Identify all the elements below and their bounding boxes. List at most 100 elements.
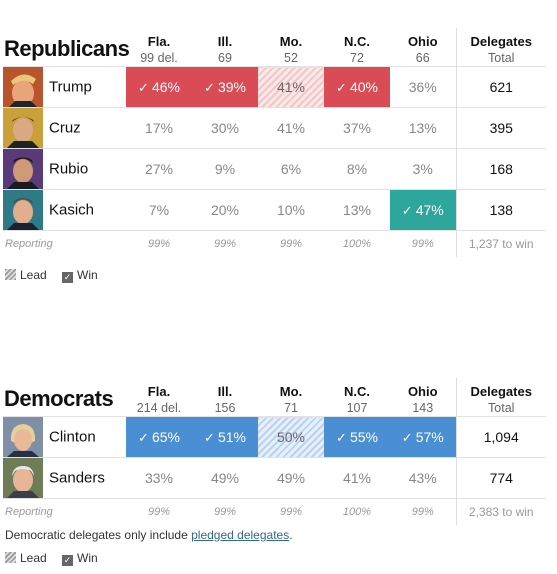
state-header-fla: Fla. 99 del. bbox=[140, 34, 178, 65]
candidate-name: Rubio bbox=[49, 160, 89, 178]
result-cell: ✓ 55% bbox=[324, 416, 390, 458]
result-cell: 13% bbox=[390, 107, 456, 149]
reporting-value: 99% bbox=[390, 230, 456, 257]
state-header-ohio: Ohio 143 bbox=[407, 384, 438, 415]
legend-win: ✓ Win bbox=[62, 551, 98, 566]
result-cell: 9% bbox=[192, 148, 258, 190]
candidate-row-trump: Trump ✓ 46% ✓ 39% 41% ✓ 40% 36% 621 bbox=[3, 66, 546, 108]
candidate-name: Kasich bbox=[49, 201, 95, 219]
party-title: Democrats bbox=[4, 386, 114, 411]
reporting-label: Reporting bbox=[3, 230, 126, 257]
delegates-header: Delegates Total bbox=[455, 28, 546, 67]
result-cell: ✓ 57% bbox=[390, 416, 456, 458]
delegate-total: 621 bbox=[455, 66, 546, 108]
result-cell: ✓ 51% bbox=[192, 416, 258, 458]
pledged-delegates-link[interactable]: pledged delegates bbox=[191, 528, 290, 542]
candidate-name: Clinton bbox=[49, 428, 96, 446]
reporting-value: 100% bbox=[324, 498, 390, 525]
reporting-row: Reporting 99% 99% 99% 100% 99% 2,383 to … bbox=[3, 498, 546, 525]
result-cell: 20% bbox=[192, 189, 258, 231]
reporting-value: 99% bbox=[192, 230, 258, 257]
result-cell: 43% bbox=[390, 457, 456, 499]
delegate-total: 395 bbox=[455, 107, 546, 149]
state-header-ill: Ill. 156 bbox=[214, 384, 236, 415]
reporting-value: 99% bbox=[192, 498, 258, 525]
legend-republicans: Lead ✓ Win bbox=[5, 268, 110, 283]
checkmark-icon: ✓ bbox=[138, 79, 149, 95]
result-cell: 30% bbox=[192, 107, 258, 149]
candidate-photo-trump bbox=[3, 67, 43, 107]
result-cell: ✓ 46% bbox=[126, 66, 192, 108]
result-cell: 6% bbox=[258, 148, 324, 190]
democrat-results: Democrats Fla. 214 del. Ill. 156 Mo. 71 N.C… bbox=[0, 378, 557, 542]
delegates-note: Democratic delegates only include pledge… bbox=[5, 528, 293, 542]
checkmark-icon: ✓ bbox=[204, 429, 215, 445]
state-header-nc: N.C. 107 bbox=[344, 384, 370, 415]
reporting-value: 99% bbox=[258, 230, 324, 257]
reporting-value: 99% bbox=[258, 498, 324, 525]
candidate-row-cruz: Cruz 17% 30% 41% 37% 13% 395 bbox=[3, 107, 546, 149]
delegates-header: Delegates Total bbox=[455, 378, 546, 417]
result-cell: 33% bbox=[126, 457, 192, 499]
result-cell: 49% bbox=[258, 457, 324, 499]
state-header-mo: Mo. 52 bbox=[279, 34, 303, 65]
hatch-swatch-icon bbox=[5, 269, 16, 280]
reporting-label: Reporting bbox=[3, 498, 126, 525]
checkmark-icon: ✓ bbox=[138, 429, 149, 445]
hatch-swatch-icon bbox=[5, 552, 16, 563]
checkmark-icon: ✓ bbox=[336, 429, 347, 445]
candidate-photo-sanders bbox=[3, 458, 43, 498]
state-header-ill: Ill. 69 bbox=[217, 34, 233, 65]
checkmark-icon: ✓ bbox=[401, 429, 413, 445]
result-cell: 36% bbox=[390, 66, 456, 108]
state-header-mo: Mo. 71 bbox=[279, 384, 303, 415]
result-cell: 27% bbox=[126, 148, 192, 190]
delegates-to-win: 1,237 to win bbox=[455, 230, 546, 257]
reporting-value: 100% bbox=[324, 230, 390, 257]
result-cell: ✓ 39% bbox=[192, 66, 258, 108]
reporting-value: 99% bbox=[126, 498, 192, 525]
candidate-photo-rubio bbox=[3, 149, 43, 189]
result-cell: 7% bbox=[126, 189, 192, 231]
checkmark-icon: ✓ bbox=[336, 79, 347, 95]
reporting-row: Reporting 99% 99% 99% 100% 99% 1,237 to … bbox=[3, 230, 546, 257]
result-cell: 41% bbox=[324, 457, 390, 499]
result-cell: ✓ 40% bbox=[324, 66, 390, 108]
legend-lead: Lead bbox=[5, 551, 47, 565]
delegate-total: 774 bbox=[455, 457, 546, 499]
delegates-to-win: 2,383 to win bbox=[455, 498, 546, 525]
candidate-name: Trump bbox=[49, 78, 92, 96]
checkmark-icon: ✓ bbox=[204, 79, 215, 95]
result-cell: 41% bbox=[258, 107, 324, 149]
result-cell: ✓ 65% bbox=[126, 416, 192, 458]
candidate-name: Cruz bbox=[49, 119, 81, 137]
result-cell: 50% bbox=[258, 416, 324, 458]
state-header-fla: Fla. 214 del. bbox=[136, 384, 182, 415]
candidate-name: Sanders bbox=[49, 469, 105, 487]
delegate-total: 168 bbox=[455, 148, 546, 190]
candidate-row-clinton: Clinton ✓ 65% ✓ 51% 50% ✓ 55% ✓ 57% 1,094 bbox=[3, 416, 546, 458]
candidate-photo-cruz bbox=[3, 108, 43, 148]
delegate-total: 1,094 bbox=[455, 416, 546, 458]
result-cell: 10% bbox=[258, 189, 324, 231]
result-cell: 13% bbox=[324, 189, 390, 231]
state-header-ohio: Ohio 66 bbox=[407, 34, 438, 65]
result-cell: 17% bbox=[126, 107, 192, 149]
republican-table: Republicans Fla. 99 del. Ill. 69 Mo. 52 N.C… bbox=[3, 28, 546, 257]
result-cell: 49% bbox=[192, 457, 258, 499]
checkbox-checked-icon: ✓ bbox=[62, 555, 74, 566]
candidate-photo-kasich bbox=[3, 190, 43, 230]
result-cell: 3% bbox=[390, 148, 456, 190]
result-cell: ✓ 47% bbox=[390, 189, 456, 231]
democrat-table: Democrats Fla. 214 del. Ill. 156 Mo. 71 N.C… bbox=[3, 378, 546, 525]
legend-win: ✓ Win bbox=[62, 268, 98, 283]
checkbox-checked-icon: ✓ bbox=[62, 272, 74, 283]
result-cell: 37% bbox=[324, 107, 390, 149]
delegate-total: 138 bbox=[455, 189, 546, 231]
result-cell: 41% bbox=[258, 66, 324, 108]
candidate-row-kasich: Kasich 7% 20% 10% 13% ✓ 47% 138 bbox=[3, 189, 546, 231]
reporting-value: 99% bbox=[390, 498, 456, 525]
result-cell: 8% bbox=[324, 148, 390, 190]
republican-results: Republicans Fla. 99 del. Ill. 69 Mo. 52 N.C… bbox=[0, 28, 557, 257]
checkmark-icon: ✓ bbox=[401, 202, 413, 218]
